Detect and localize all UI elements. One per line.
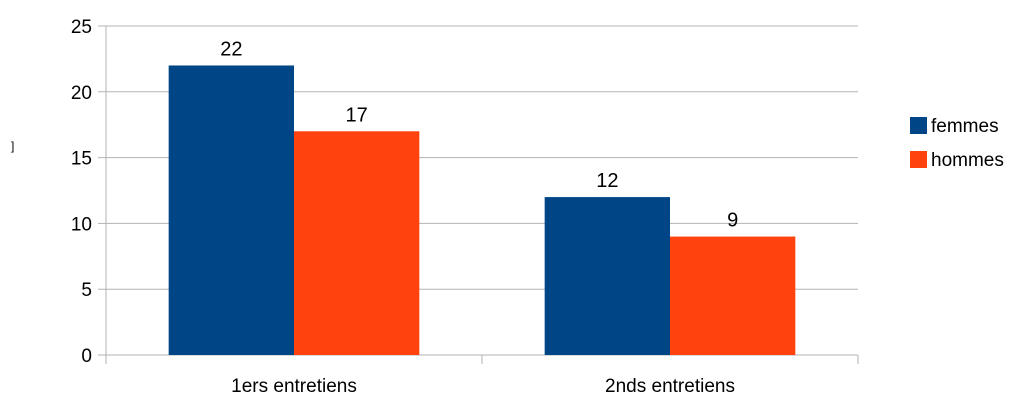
stray-mark: ] <box>11 139 14 153</box>
legend-label-hommes: hommes <box>931 150 1004 171</box>
bar-femmes-1 <box>168 65 294 355</box>
bar-femmes-2 <box>544 197 670 355</box>
y-tick-label: 0 <box>81 346 92 367</box>
y-tick-label: 20 <box>71 83 92 104</box>
data-labels: 22 17 12 9 <box>220 38 738 231</box>
axes: 0 5 10 15 20 25 1ers entretiens 2nds entretiens <box>71 17 859 397</box>
legend-label-femmes: femmes <box>931 116 999 137</box>
bar-hommes-1 <box>294 131 420 355</box>
legend-swatch-femmes <box>910 117 927 134</box>
y-tick-label: 10 <box>71 214 92 235</box>
x-category-label: 1ers entretiens <box>231 376 357 397</box>
data-label-hommes-1: 17 <box>346 104 368 126</box>
y-tick-label: 5 <box>81 280 92 301</box>
y-tick-label: 25 <box>71 17 92 38</box>
data-label-hommes-2: 9 <box>727 210 738 232</box>
data-label-femmes-1: 22 <box>220 38 242 60</box>
x-category-label: 2nds entretiens <box>605 376 735 397</box>
data-label-femmes-2: 12 <box>596 170 618 192</box>
bar-hommes-2 <box>670 236 796 355</box>
legend-swatch-hommes <box>910 151 927 168</box>
y-tick-label: 15 <box>71 149 92 170</box>
bars <box>168 65 796 355</box>
legend: femmes hommes <box>910 116 1004 171</box>
